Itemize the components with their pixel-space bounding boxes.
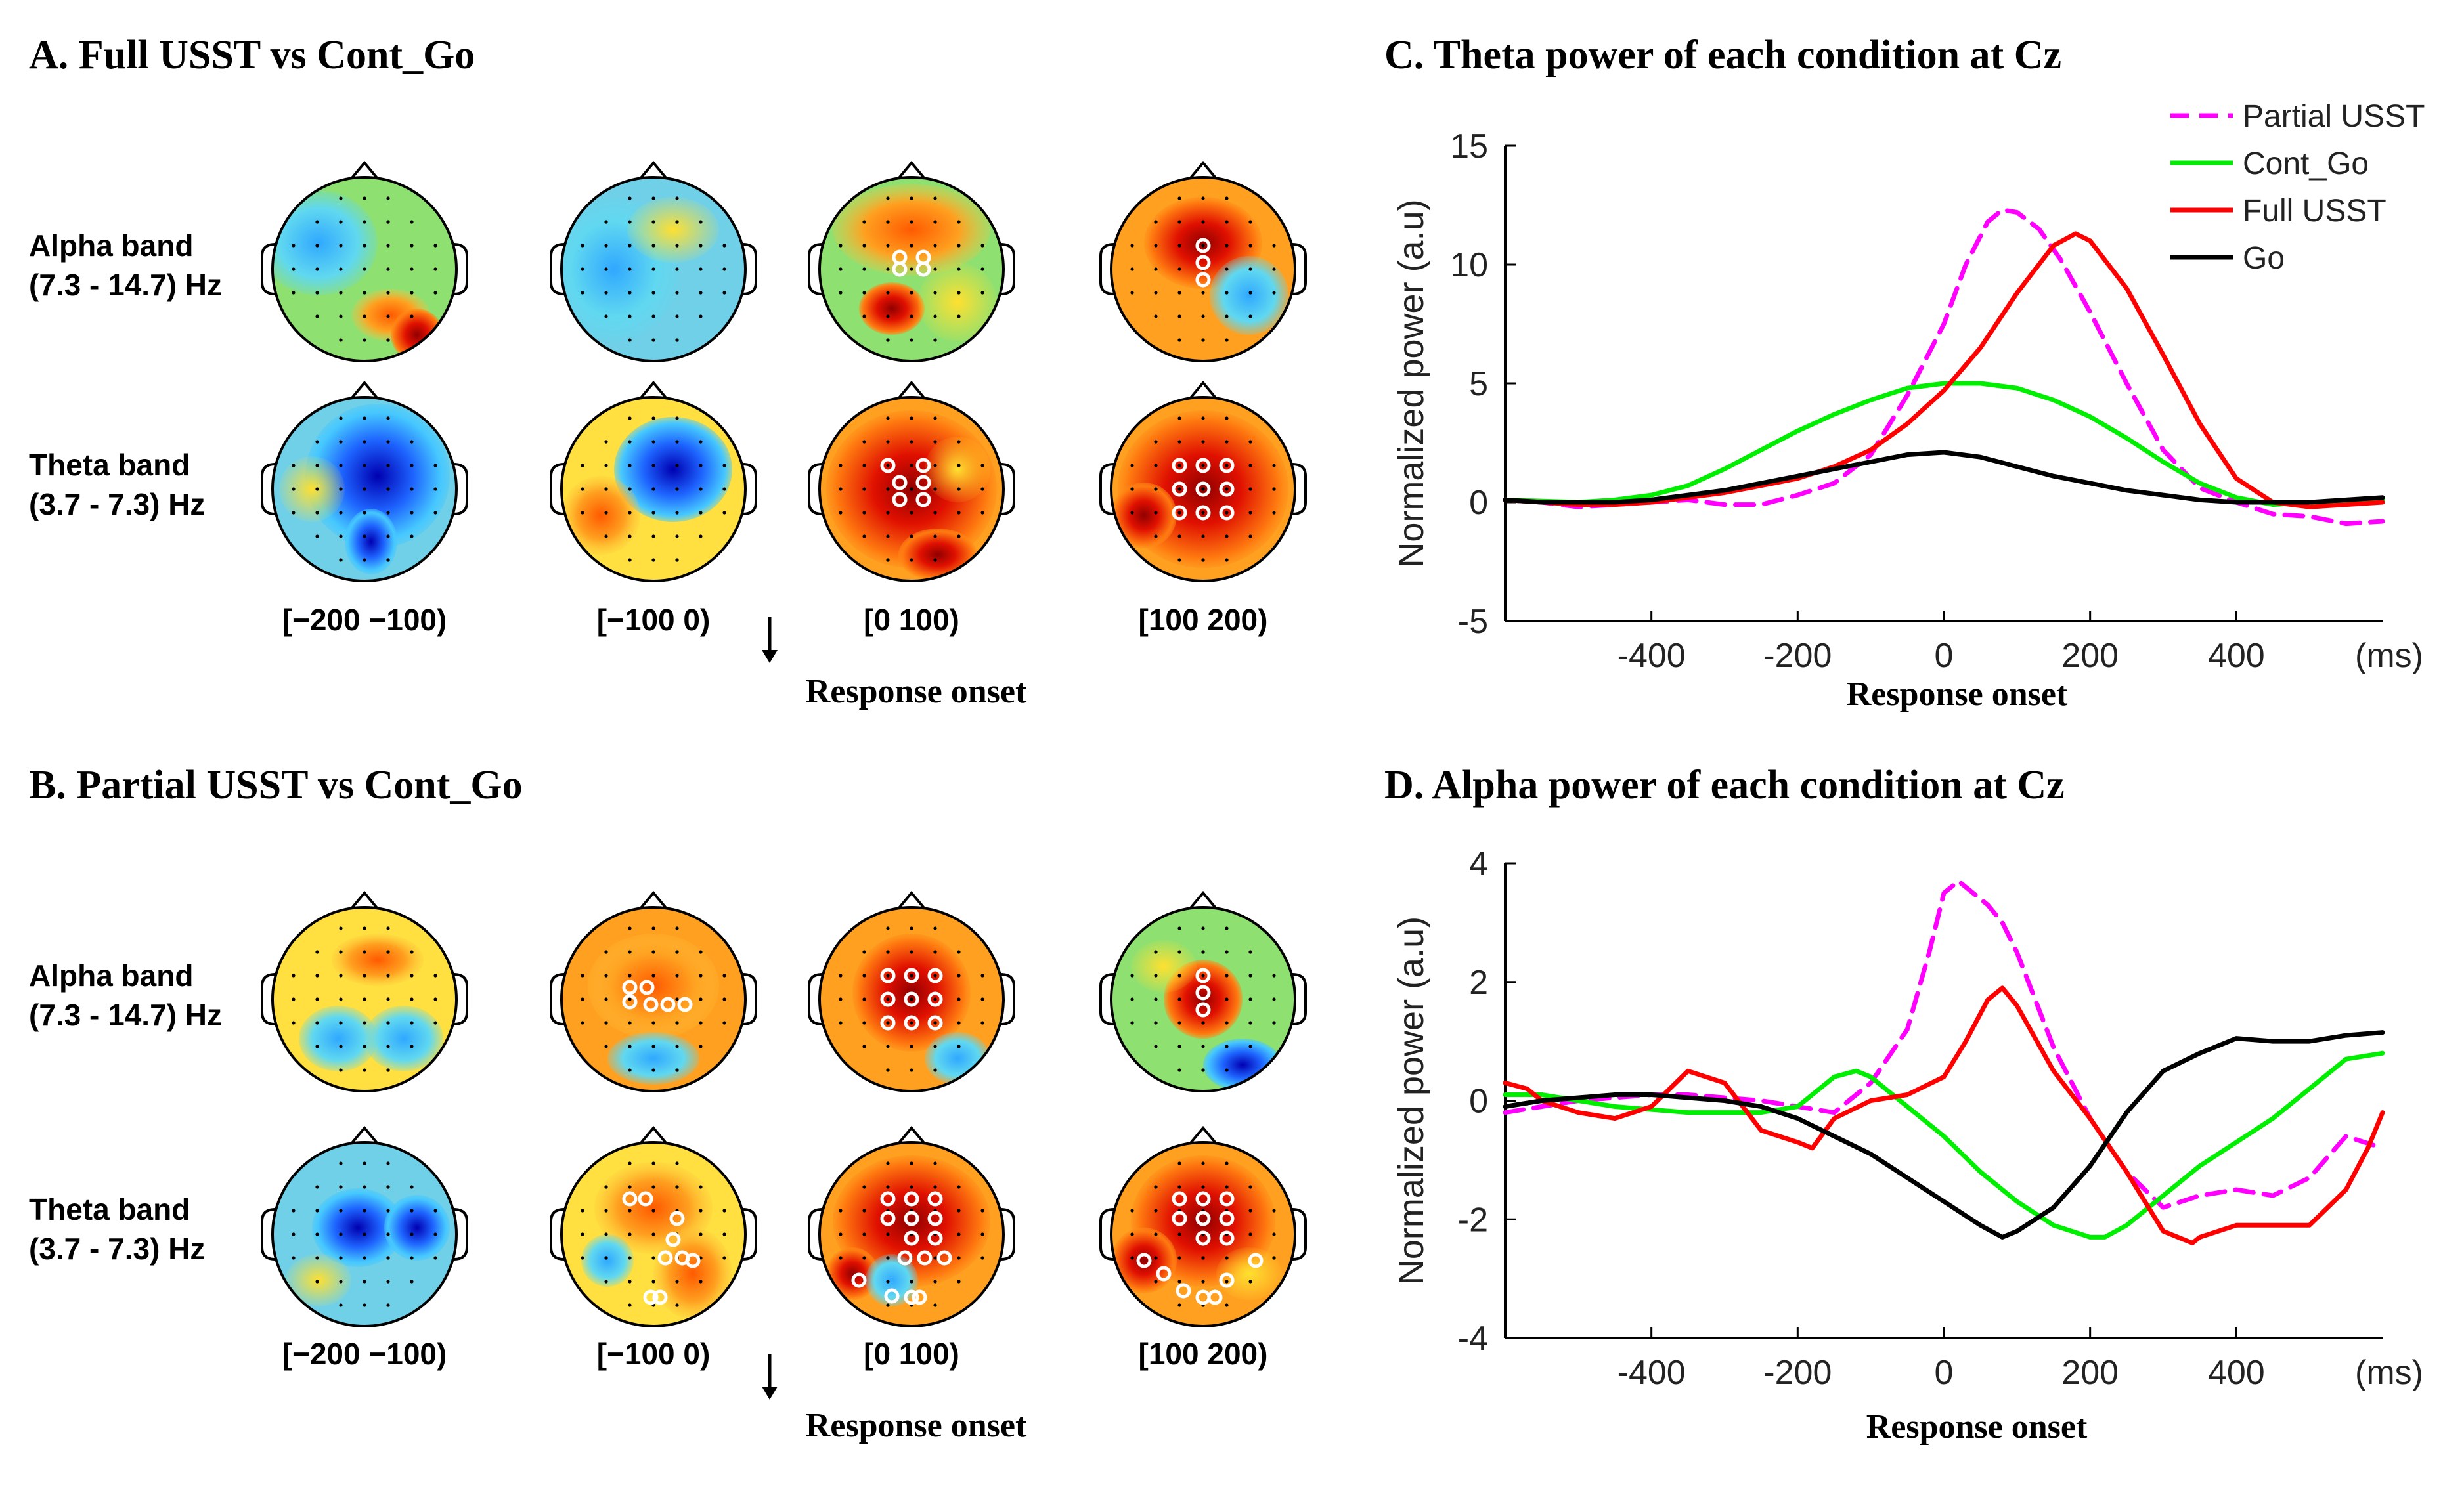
y-tick-label: 0 bbox=[1469, 1083, 1488, 1121]
series-line-cont-go bbox=[1503, 381, 2385, 507]
panel-b-alpha-range: (7.3 - 14.7) Hz bbox=[29, 998, 222, 1032]
x-tick-label: -200 bbox=[1763, 1354, 1832, 1392]
series-line-full-usst bbox=[1503, 985, 2385, 1245]
x-tick-label: 200 bbox=[2061, 637, 2119, 675]
x-tick-label: 0 bbox=[1935, 637, 1954, 675]
y-tick-label: 4 bbox=[1469, 845, 1488, 883]
series-line-go bbox=[1503, 1030, 2385, 1240]
topomap-a-alpha-2 bbox=[550, 160, 757, 362]
panel-c-chart: -5 0 5 10 15 -400 -200 0 200 400 (ms) Normalized po… bbox=[1392, 99, 2425, 675]
topomap-a-alpha-1 bbox=[261, 160, 468, 362]
y-axis-label: Normalized power (a.u) bbox=[1392, 199, 1431, 567]
topomap-b-alpha-3 bbox=[808, 890, 1015, 1092]
legend-label: Cont_Go bbox=[2243, 146, 2369, 181]
x-tick-label: -400 bbox=[1617, 637, 1686, 675]
topomap-a-alpha-4 bbox=[1099, 160, 1307, 362]
panel-a-topomaps bbox=[261, 160, 1307, 582]
y-tick-label: 15 bbox=[1450, 127, 1488, 165]
y-tick-label: 10 bbox=[1450, 246, 1488, 284]
topomap-a-theta-4 bbox=[1099, 380, 1307, 582]
x-tick-label: 0 bbox=[1935, 1354, 1954, 1392]
topomap-b-alpha-4 bbox=[1099, 890, 1307, 1092]
panel-b-window-2: [−100 0) bbox=[597, 1337, 711, 1371]
panel-d-chart: -4 -2 0 2 4 -400 -200 0 200 400 (ms) Normalized pow… bbox=[1392, 845, 2423, 1392]
panel-b-theta-label: Theta band bbox=[29, 1192, 190, 1226]
panel-c-xlabel: Response onset bbox=[1847, 676, 2068, 713]
topomap-b-theta-4 bbox=[1099, 1125, 1307, 1327]
topomap-a-alpha-3 bbox=[808, 160, 1015, 362]
panel-a-alpha-label: Alpha band bbox=[29, 228, 193, 263]
panel-b-window-3: [0 100) bbox=[864, 1337, 959, 1371]
panel-a-onset-label: Response onset bbox=[806, 673, 1027, 710]
panel-b-window-4: [100 200) bbox=[1139, 1337, 1268, 1371]
topomap-b-theta-1 bbox=[261, 1125, 468, 1327]
panel-b-window-1: [−200 −100) bbox=[282, 1337, 447, 1371]
panel-a-window-4: [100 200) bbox=[1139, 603, 1268, 637]
x-tick-label: -200 bbox=[1763, 637, 1832, 675]
panel-b-topomaps bbox=[261, 890, 1307, 1327]
series-line-go bbox=[1503, 450, 2385, 505]
legend-label: Go bbox=[2243, 241, 2285, 276]
panel-a-onset-arrow bbox=[762, 617, 778, 663]
topomap-a-theta-1 bbox=[261, 380, 468, 582]
panel-a-theta-label: Theta band bbox=[29, 448, 190, 482]
y-tick-label: 5 bbox=[1469, 365, 1488, 403]
panel-a-window-1: [−200 −100) bbox=[282, 603, 447, 637]
y-axis-label: Normalized power (a.u) bbox=[1392, 917, 1431, 1285]
panel-a-title: A. Full USST vs Cont_Go bbox=[29, 33, 475, 77]
topomap-b-alpha-1 bbox=[261, 890, 468, 1092]
x-tick-label: 400 bbox=[2208, 637, 2265, 675]
panel-d-xlabel: Response onset bbox=[1866, 1408, 2088, 1446]
y-tick-label: -2 bbox=[1458, 1201, 1488, 1239]
topomap-b-theta-3 bbox=[808, 1125, 1015, 1327]
panel-c-title: C. Theta power of each condition at Cz bbox=[1384, 33, 2061, 77]
panel-d-title: D. Alpha power of each condition at Cz bbox=[1384, 763, 2065, 808]
legend-label: Full USST bbox=[2243, 194, 2387, 228]
panel-a-theta-range: (3.7 - 7.3) Hz bbox=[29, 487, 205, 521]
panel-b-title: B. Partial USST vs Cont_Go bbox=[29, 763, 523, 808]
panel-b-onset-label: Response onset bbox=[806, 1407, 1027, 1444]
topomap-b-alpha-2 bbox=[550, 890, 757, 1092]
series-line-cont-go bbox=[1503, 1050, 2385, 1240]
y-tick-label: 2 bbox=[1469, 964, 1488, 1002]
series-line-partial-usst bbox=[1503, 878, 2385, 1210]
x-tick-label: -400 bbox=[1617, 1354, 1686, 1392]
series-line-full-usst bbox=[1503, 231, 2385, 509]
y-tick-label: -5 bbox=[1458, 603, 1488, 641]
x-unit-label: (ms) bbox=[2355, 1354, 2423, 1392]
y-tick-label: -4 bbox=[1458, 1320, 1488, 1358]
legend-label: Partial USST bbox=[2243, 99, 2425, 134]
panel-b-alpha-label: Alpha band bbox=[29, 959, 193, 993]
y-tick-label: 0 bbox=[1469, 484, 1488, 522]
panel-a-window-2: [−100 0) bbox=[597, 603, 711, 637]
x-unit-label: (ms) bbox=[2355, 637, 2423, 675]
x-tick-label: 200 bbox=[2061, 1354, 2119, 1392]
x-tick-label: 400 bbox=[2208, 1354, 2265, 1392]
panel-b-theta-range: (3.7 - 7.3) Hz bbox=[29, 1232, 205, 1266]
topomap-b-theta-2 bbox=[550, 1125, 757, 1327]
panel-a-window-3: [0 100) bbox=[864, 603, 959, 637]
panel-b-onset-arrow bbox=[762, 1354, 778, 1400]
panel-a-alpha-range: (7.3 - 14.7) Hz bbox=[29, 268, 222, 302]
topomap-a-theta-2 bbox=[550, 380, 757, 582]
topomap-a-theta-3 bbox=[808, 380, 1015, 582]
